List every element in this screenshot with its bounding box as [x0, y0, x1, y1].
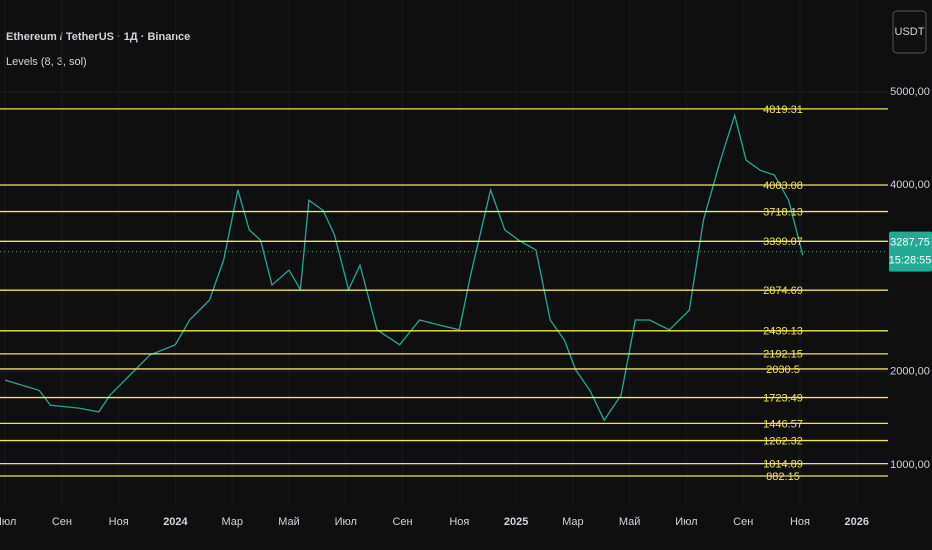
y-tick-label: 2000,00: [890, 366, 930, 378]
last-price-box: [889, 231, 932, 272]
level-label: 1262.32: [763, 435, 803, 447]
x-tick-label: Сен: [733, 516, 753, 528]
level-label: 1014.89: [763, 459, 803, 471]
level-label: 3399.07: [763, 236, 803, 248]
y-tick-label: 4000,00: [890, 179, 930, 191]
price-line: [4, 112, 804, 422]
level-label: 4819.31: [763, 104, 803, 116]
x-tick-label: Июл: [675, 516, 697, 528]
currency-label[interactable]: USDT: [895, 26, 925, 38]
level-label: 1723.49: [763, 392, 803, 404]
level-label: 4003.08: [763, 180, 803, 192]
x-tick-label: Май: [278, 516, 300, 528]
x-tick-label: Июл: [335, 516, 357, 528]
x-tick-label: Сен: [392, 516, 412, 528]
x-tick-label: Ноя: [449, 516, 469, 528]
x-tick-label: Ноя: [109, 516, 129, 528]
y-tick-label: 5000,00: [890, 86, 930, 98]
chart-title: Ethereum / TetherUS · 1Д · Binance: [6, 31, 190, 43]
last-price-label: 3287,75: [890, 237, 930, 249]
x-tick-label: Мар: [221, 516, 243, 528]
level-label: 2439.13: [763, 326, 803, 338]
x-tick-label: Май: [619, 516, 641, 528]
x-tick-label: Мар: [562, 516, 584, 528]
level-label: 2192.15: [763, 349, 803, 361]
x-tick-label: Июл: [0, 516, 16, 528]
level-label: 2874.69: [763, 285, 803, 297]
indicator-label: Levels (8, 3, sol): [6, 56, 87, 68]
x-tick-label: 2026: [845, 516, 869, 528]
countdown-label: 15:28:55: [889, 255, 932, 267]
currency-button[interactable]: [892, 10, 927, 54]
x-tick-label: 2025: [504, 516, 528, 528]
x-tick-label: Ноя: [790, 516, 810, 528]
x-tick-label: 2024: [163, 516, 188, 528]
y-tick-label: 1000,00: [890, 459, 930, 471]
level-label: 3718.13: [763, 206, 803, 218]
level-label: 2030.5: [766, 364, 800, 376]
level-label: 882.15: [766, 471, 800, 483]
x-tick-label: Сен: [52, 516, 72, 528]
level-label: 1446.57: [763, 418, 803, 430]
